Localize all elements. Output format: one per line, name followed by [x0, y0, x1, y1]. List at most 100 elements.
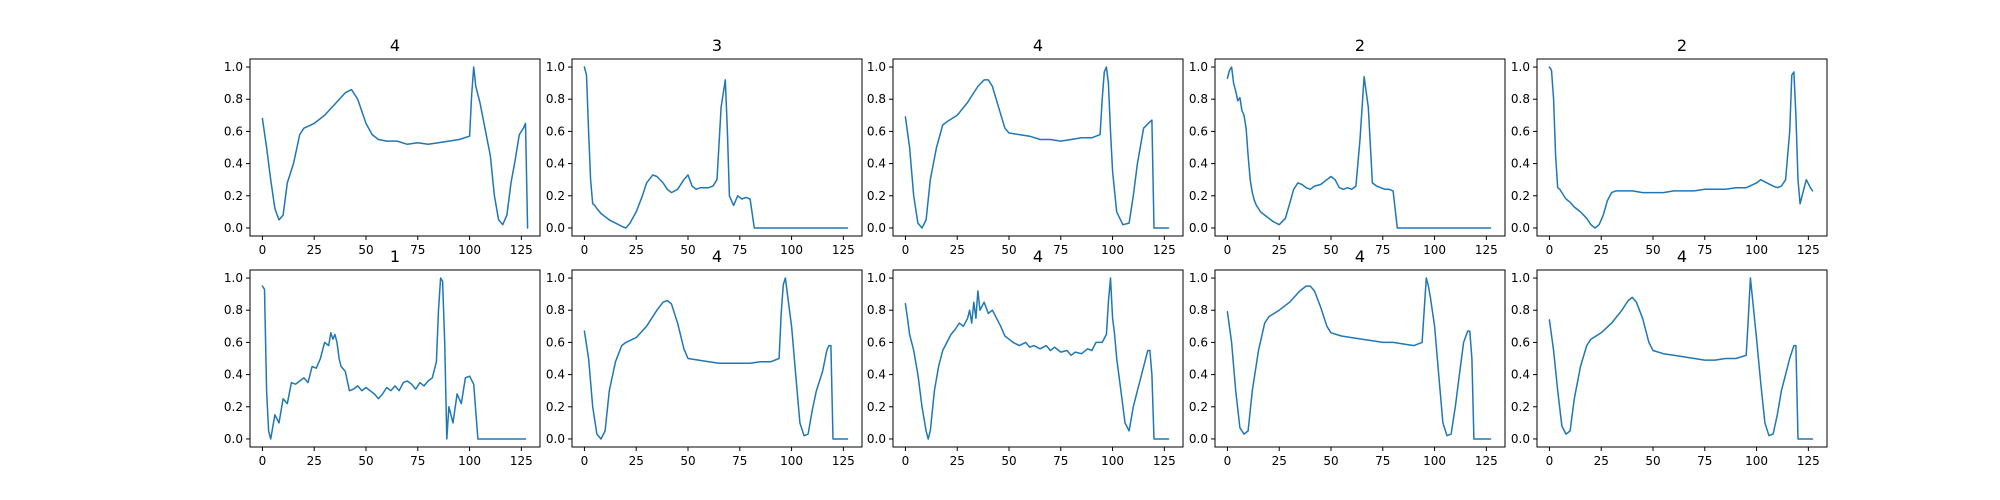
y-tick-label: 0.0	[867, 432, 886, 446]
x-tick-label: 125	[1153, 454, 1176, 468]
x-tick-label: 75	[1375, 243, 1390, 257]
subplot-title: 4	[1033, 36, 1043, 55]
plot-frame	[249, 269, 541, 448]
y-tick-label: 0.4	[546, 368, 565, 382]
x-tick-label: 100	[458, 243, 481, 257]
x-tick-label: 0	[581, 243, 589, 257]
subplot-title: 4	[1355, 247, 1365, 266]
x-tick-label: 0	[1546, 454, 1554, 468]
x-tick-label: 50	[1323, 243, 1338, 257]
x-tick-label: 100	[780, 243, 803, 257]
x-tick-label: 75	[1375, 454, 1390, 468]
x-tick-label: 25	[1594, 243, 1609, 257]
y-tick-label: 0.2	[1189, 400, 1208, 414]
y-tick-label: 0.4	[867, 157, 886, 171]
y-tick-label: 1.0	[1511, 60, 1530, 74]
series-line	[1548, 277, 1814, 440]
x-tick-label: 125	[832, 454, 855, 468]
y-tick-label: 0.8	[546, 303, 565, 317]
subplot-3: 4 0 25 50 75 100 125 0.0 0.2 0.4 0.6 0.8 1.0	[867, 36, 1184, 257]
subplot-title: 3	[712, 36, 722, 55]
y-tick-label: 0.8	[224, 303, 243, 317]
plot-frame	[1536, 58, 1828, 237]
subplot-5: 2 0 25 50 75 100 125 0.0 0.2 0.4 0.6 0.8 1.0	[1511, 36, 1828, 257]
plot-frame	[892, 58, 1184, 237]
x-tick-label: 75	[732, 243, 747, 257]
x-tick-label: 50	[358, 454, 373, 468]
y-tick-label: 0.4	[867, 368, 886, 382]
x-tick-label: 125	[1797, 243, 1820, 257]
x-tick-label: 75	[1053, 454, 1068, 468]
x-tick-label: 0	[902, 454, 910, 468]
series-line	[904, 277, 1170, 440]
y-tick-label: 0.8	[224, 92, 243, 106]
series-line	[583, 277, 849, 440]
x-tick-label: 125	[510, 243, 533, 257]
series-line	[261, 277, 527, 440]
y-tick-label: 1.0	[546, 60, 565, 74]
plot-frame	[1214, 58, 1506, 237]
x-tick-label: 125	[510, 454, 533, 468]
y-tick-label: 0.6	[1189, 124, 1208, 138]
x-tick-label: 0	[1224, 454, 1232, 468]
x-tick-label: 100	[1745, 243, 1768, 257]
x-tick-label: 100	[1101, 454, 1124, 468]
x-tick-label: 75	[410, 243, 425, 257]
x-tick-label: 50	[1645, 454, 1660, 468]
x-tick-label: 100	[1101, 243, 1124, 257]
y-tick-label: 0.4	[1511, 368, 1530, 382]
x-tick-label: 0	[581, 454, 589, 468]
x-tick-label: 100	[1423, 243, 1446, 257]
subplot-9: 4 0 25 50 75 100 125 0.0 0.2 0.4 0.6 0.8 1.0	[1189, 247, 1506, 468]
y-tick-label: 0.4	[224, 368, 243, 382]
y-tick-label: 0.2	[224, 400, 243, 414]
y-tick-label: 0.8	[1511, 303, 1530, 317]
y-tick-label: 0.8	[546, 92, 565, 106]
x-tick-label: 75	[1697, 243, 1712, 257]
y-tick-label: 0.4	[1189, 157, 1208, 171]
y-tick-label: 0.8	[1189, 303, 1208, 317]
x-tick-label: 50	[680, 243, 695, 257]
x-tick-label: 0	[902, 243, 910, 257]
x-tick-label: 75	[1053, 243, 1068, 257]
y-tick-label: 0.0	[1189, 221, 1208, 235]
y-tick-label: 0.6	[546, 335, 565, 349]
x-tick-label: 50	[1001, 454, 1016, 468]
x-tick-label: 50	[680, 454, 695, 468]
x-tick-label: 100	[780, 454, 803, 468]
y-tick-label: 0.8	[867, 303, 886, 317]
y-tick-label: 1.0	[867, 271, 886, 285]
series-line	[261, 66, 529, 229]
x-tick-label: 125	[1475, 454, 1498, 468]
y-tick-label: 0.6	[224, 335, 243, 349]
x-tick-label: 25	[629, 243, 644, 257]
y-tick-label: 0.6	[1189, 335, 1208, 349]
y-tick-label: 0.4	[224, 157, 243, 171]
x-tick-label: 50	[1645, 243, 1660, 257]
y-tick-label: 1.0	[1511, 271, 1530, 285]
subplot-title: 4	[712, 247, 722, 266]
y-tick-label: 1.0	[1189, 271, 1208, 285]
y-tick-label: 0.2	[224, 189, 243, 203]
x-tick-label: 25	[629, 454, 644, 468]
subplot-title: 4	[390, 36, 400, 55]
y-tick-label: 0.2	[546, 400, 565, 414]
y-tick-label: 0.2	[867, 189, 886, 203]
y-tick-label: 0.6	[1511, 335, 1530, 349]
x-tick-label: 75	[410, 454, 425, 468]
x-tick-label: 25	[1272, 243, 1287, 257]
subplot-title: 4	[1033, 247, 1043, 266]
plot-frame	[1214, 269, 1506, 448]
y-tick-label: 0.6	[867, 335, 886, 349]
y-tick-label: 1.0	[1189, 60, 1208, 74]
y-tick-label: 0.0	[1511, 221, 1530, 235]
x-tick-label: 25	[307, 243, 322, 257]
subplot-8: 4 0 25 50 75 100 125 0.0 0.2 0.4 0.6 0.8 1.0	[867, 247, 1184, 468]
y-tick-label: 0.4	[1511, 157, 1530, 171]
y-tick-label: 0.0	[546, 221, 565, 235]
x-tick-label: 125	[1475, 243, 1498, 257]
x-tick-label: 100	[458, 454, 481, 468]
subplot-title: 2	[1677, 36, 1687, 55]
series-line	[1226, 66, 1492, 229]
y-tick-label: 1.0	[224, 271, 243, 285]
